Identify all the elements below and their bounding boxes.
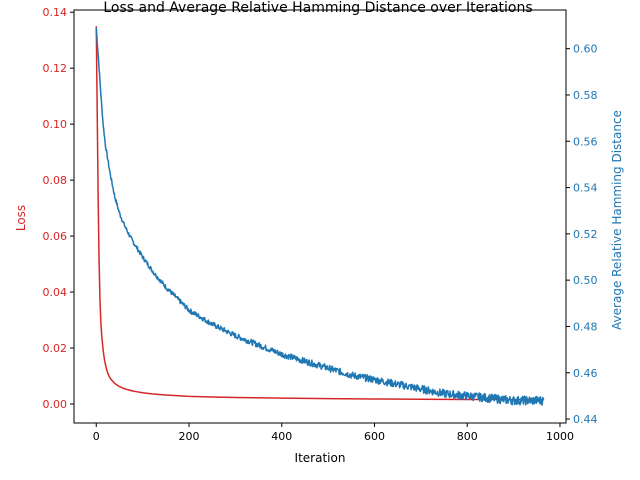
x-tick-label: 400 bbox=[271, 430, 292, 443]
hamming-distance-series-line bbox=[95, 27, 545, 406]
plot-frame bbox=[73, 9, 567, 424]
series-layer bbox=[95, 26, 545, 406]
left-y-tick-label: 0.08 bbox=[43, 174, 68, 187]
plot-area bbox=[73, 9, 567, 424]
right-y-tick-label: 0.54 bbox=[573, 182, 598, 195]
right-y-axis-label: Average Relative Hamming Distance bbox=[610, 110, 624, 330]
x-axis-label: Iteration bbox=[295, 451, 346, 465]
left-y-tick-label: 0.04 bbox=[43, 286, 68, 299]
right-y-tick-label: 0.58 bbox=[573, 89, 598, 102]
x-tick-label: 800 bbox=[457, 430, 478, 443]
right-y-tick-label: 0.44 bbox=[573, 413, 598, 426]
x-tick-label: 600 bbox=[364, 430, 385, 443]
x-tick-label: 200 bbox=[179, 430, 200, 443]
left-y-axis-label: Loss bbox=[14, 205, 28, 231]
loss-series-line bbox=[95, 26, 544, 401]
x-axis: 0 200 400 600 800 1000 bbox=[93, 423, 574, 443]
right-y-tick-label: 0.52 bbox=[573, 228, 598, 241]
right-y-tick-label: 0.50 bbox=[573, 274, 598, 287]
left-y-tick-label: 0.02 bbox=[43, 342, 68, 355]
right-y-tick-label: 0.48 bbox=[573, 320, 598, 333]
x-tick-label: 1000 bbox=[546, 430, 574, 443]
left-y-tick-label: 0.14 bbox=[43, 6, 68, 19]
chart-title: Loss and Average Relative Hamming Distan… bbox=[103, 0, 532, 16]
right-y-tick-label: 0.46 bbox=[573, 367, 598, 380]
right-y-tick-label: 0.56 bbox=[573, 135, 598, 148]
right-y-axis: 0.44 0.46 0.48 0.50 0.52 0.54 0.56 0.58 0.60 bbox=[566, 43, 598, 426]
left-y-tick-label: 0.06 bbox=[43, 230, 68, 243]
left-y-tick-label: 0.00 bbox=[43, 398, 68, 411]
right-y-tick-label: 0.60 bbox=[573, 43, 598, 56]
x-tick-label: 0 bbox=[93, 430, 100, 443]
left-y-axis: 0.00 0.02 0.04 0.06 0.08 0.10 0.12 0.14 bbox=[43, 6, 74, 411]
left-y-tick-label: 0.10 bbox=[43, 118, 68, 131]
left-y-tick-label: 0.12 bbox=[43, 62, 68, 75]
